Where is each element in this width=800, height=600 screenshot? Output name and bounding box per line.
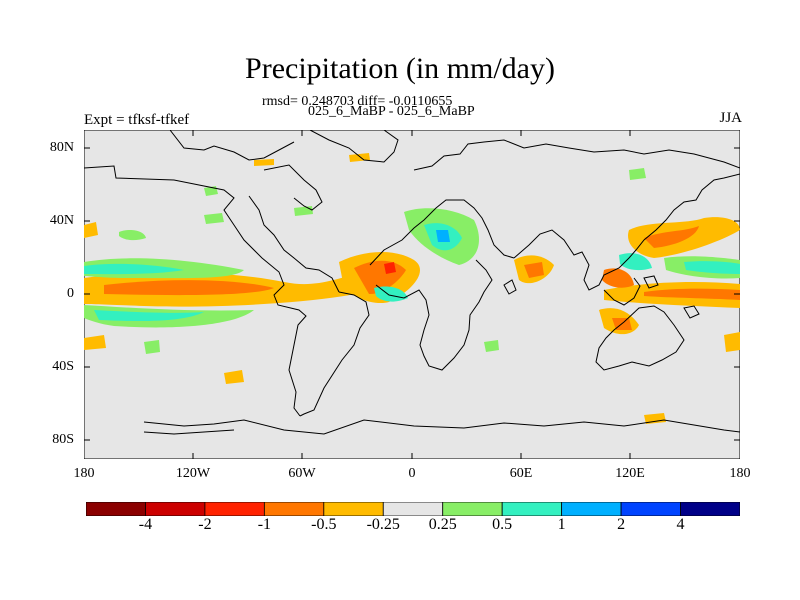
tropical-dry-core <box>104 280 274 296</box>
colorbar-label: -0.5 <box>311 516 337 533</box>
x-tick-label: 60E <box>509 466 533 481</box>
colorbar-label: 0.5 <box>492 516 513 533</box>
colorbar-swatch <box>442 502 503 516</box>
west-dry-patch <box>84 222 98 238</box>
colorbar-swatch <box>620 502 681 516</box>
y-tick-label: 80N <box>49 140 74 155</box>
south-dry-patch-4 <box>644 413 666 424</box>
x-tick-label: 0 <box>408 466 416 481</box>
indian-dry-core <box>524 262 544 278</box>
north-dry-patch-2 <box>254 159 274 166</box>
axis-ticks <box>84 130 740 459</box>
plot-title: Precipitation (in mm/day) <box>245 52 555 85</box>
southpac-wet-core <box>94 310 204 322</box>
atlantic-dry-spot <box>384 262 396 274</box>
colorbar-label: -0.25 <box>366 516 400 533</box>
midlat-wet-patch-1 <box>119 230 146 241</box>
colorbar-label: 2 <box>617 516 626 533</box>
colorbar-label: -4 <box>138 516 153 533</box>
colorbar-label: 4 <box>676 516 685 533</box>
south-dry-patch-3 <box>724 332 740 352</box>
pacific-dry-core <box>644 288 740 300</box>
colorbar-swatch <box>86 502 146 516</box>
south-wet-patch-1 <box>144 340 160 354</box>
x-tick-label: 120W <box>175 466 211 481</box>
y-tick-label: 80S <box>52 432 74 447</box>
colorbar-swatch <box>561 502 622 516</box>
colorbar-swatch <box>501 502 563 516</box>
colorbar-swatch <box>382 502 444 516</box>
x-tick-label: 120E <box>615 466 645 481</box>
south-wet-patch-2 <box>484 340 499 352</box>
y-tick-label: 0 <box>67 286 74 301</box>
subtitle: 025_6_MaBP - 025_6_MaBP <box>308 104 475 119</box>
colorbar-swatch <box>204 502 265 516</box>
y-tick-label: 40S <box>52 359 74 374</box>
y-tick-label: 40N <box>49 213 74 228</box>
colorbar-swatch <box>145 502 206 516</box>
westpac-wet-core <box>684 261 740 274</box>
colorbar <box>86 502 740 516</box>
x-tick-label: 180 <box>73 466 95 481</box>
x-tick-label: 180 <box>729 466 751 481</box>
coastlines <box>84 130 740 435</box>
northpac-wet-core <box>84 263 184 275</box>
x-tick-label: 60W <box>288 466 316 481</box>
south-dry-patch-2 <box>224 370 244 384</box>
colorbar-swatch <box>323 502 384 516</box>
colorbar-label: 0.25 <box>428 516 457 533</box>
westpac-dry-patch <box>602 268 634 288</box>
colorbar-swatch <box>680 502 740 516</box>
stats-text: rmsd= 0.248703 diff= -0.0110655 <box>262 94 453 109</box>
colorbar-label: 1 <box>557 516 566 533</box>
eastasia-dry-core <box>644 226 699 248</box>
africa-wet-spot <box>436 230 450 242</box>
colorbar-swatch <box>263 502 325 516</box>
north-wet-patch <box>629 168 646 180</box>
season-label: JJA <box>719 110 742 126</box>
midlat-wet-patch-2 <box>204 213 224 224</box>
colorbar-label: -2 <box>198 516 212 533</box>
colorbar-label: -1 <box>257 516 272 533</box>
experiment-label: Expt = tfksf-tfkef <box>84 112 190 128</box>
south-dry-patch-1 <box>84 335 106 350</box>
india-wet-patch <box>619 253 652 271</box>
precipitation-map <box>84 130 740 459</box>
